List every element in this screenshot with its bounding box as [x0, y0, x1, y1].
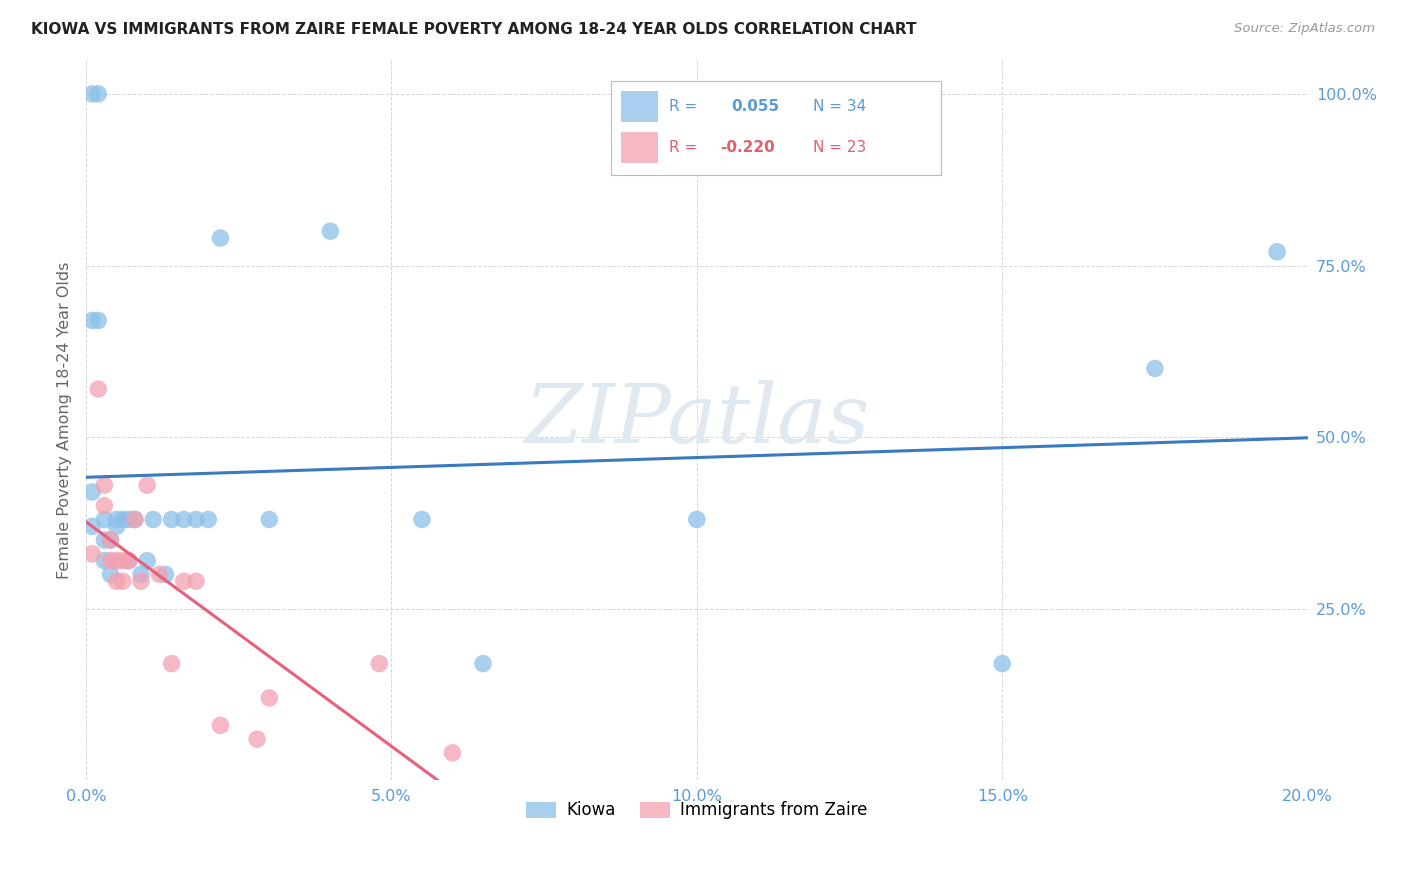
Point	[105, 574, 128, 589]
Text: ZIPatlas: ZIPatlas	[524, 380, 869, 460]
Point	[441, 746, 464, 760]
Text: KIOWA VS IMMIGRANTS FROM ZAIRE FEMALE POVERTY AMONG 18-24 YEAR OLDS CORRELATION : KIOWA VS IMMIGRANTS FROM ZAIRE FEMALE PO…	[31, 22, 917, 37]
Point	[100, 554, 122, 568]
Point	[118, 512, 141, 526]
Point	[148, 567, 170, 582]
Point	[82, 87, 104, 101]
Point	[111, 574, 134, 589]
Point	[160, 657, 183, 671]
Text: R =: R =	[669, 99, 702, 114]
Point	[118, 554, 141, 568]
Point	[246, 732, 269, 747]
Text: Source: ZipAtlas.com: Source: ZipAtlas.com	[1234, 22, 1375, 36]
Point	[82, 547, 104, 561]
Point	[155, 567, 177, 582]
Point	[209, 231, 232, 245]
FancyBboxPatch shape	[621, 91, 658, 121]
Point	[129, 574, 152, 589]
Point	[991, 657, 1014, 671]
Point	[1143, 361, 1166, 376]
Point	[105, 519, 128, 533]
Point	[105, 512, 128, 526]
Point	[100, 533, 122, 547]
Point	[173, 512, 195, 526]
Point	[184, 574, 207, 589]
Text: -0.220: -0.220	[720, 140, 775, 155]
Legend: Kiowa, Immigrants from Zaire: Kiowa, Immigrants from Zaire	[519, 795, 875, 826]
Point	[111, 512, 134, 526]
Point	[82, 485, 104, 500]
Point	[82, 313, 104, 327]
Point	[105, 554, 128, 568]
Point	[411, 512, 433, 526]
FancyBboxPatch shape	[621, 132, 658, 162]
Point	[160, 512, 183, 526]
Point	[124, 512, 146, 526]
Point	[93, 478, 115, 492]
Point	[686, 512, 709, 526]
Text: N = 34: N = 34	[813, 99, 866, 114]
Point	[111, 554, 134, 568]
Point	[184, 512, 207, 526]
Point	[118, 554, 141, 568]
Point	[87, 382, 110, 396]
Point	[124, 512, 146, 526]
Point	[136, 554, 159, 568]
Point	[100, 533, 122, 547]
Point	[93, 499, 115, 513]
Point	[319, 224, 342, 238]
Point	[87, 87, 110, 101]
Point	[93, 554, 115, 568]
Point	[129, 567, 152, 582]
Y-axis label: Female Poverty Among 18-24 Year Olds: Female Poverty Among 18-24 Year Olds	[58, 261, 72, 579]
Point	[472, 657, 495, 671]
Point	[173, 574, 195, 589]
Text: 0.055: 0.055	[731, 99, 779, 114]
Point	[100, 567, 122, 582]
Point	[142, 512, 165, 526]
Point	[259, 512, 281, 526]
Point	[87, 313, 110, 327]
Point	[1265, 244, 1288, 259]
Point	[368, 657, 391, 671]
Text: R =: R =	[669, 140, 702, 155]
Point	[93, 533, 115, 547]
Point	[82, 519, 104, 533]
Point	[197, 512, 219, 526]
Point	[259, 690, 281, 705]
FancyBboxPatch shape	[612, 81, 941, 175]
Point	[93, 512, 115, 526]
Text: N = 23: N = 23	[813, 140, 866, 155]
Point	[136, 478, 159, 492]
Point	[209, 718, 232, 732]
